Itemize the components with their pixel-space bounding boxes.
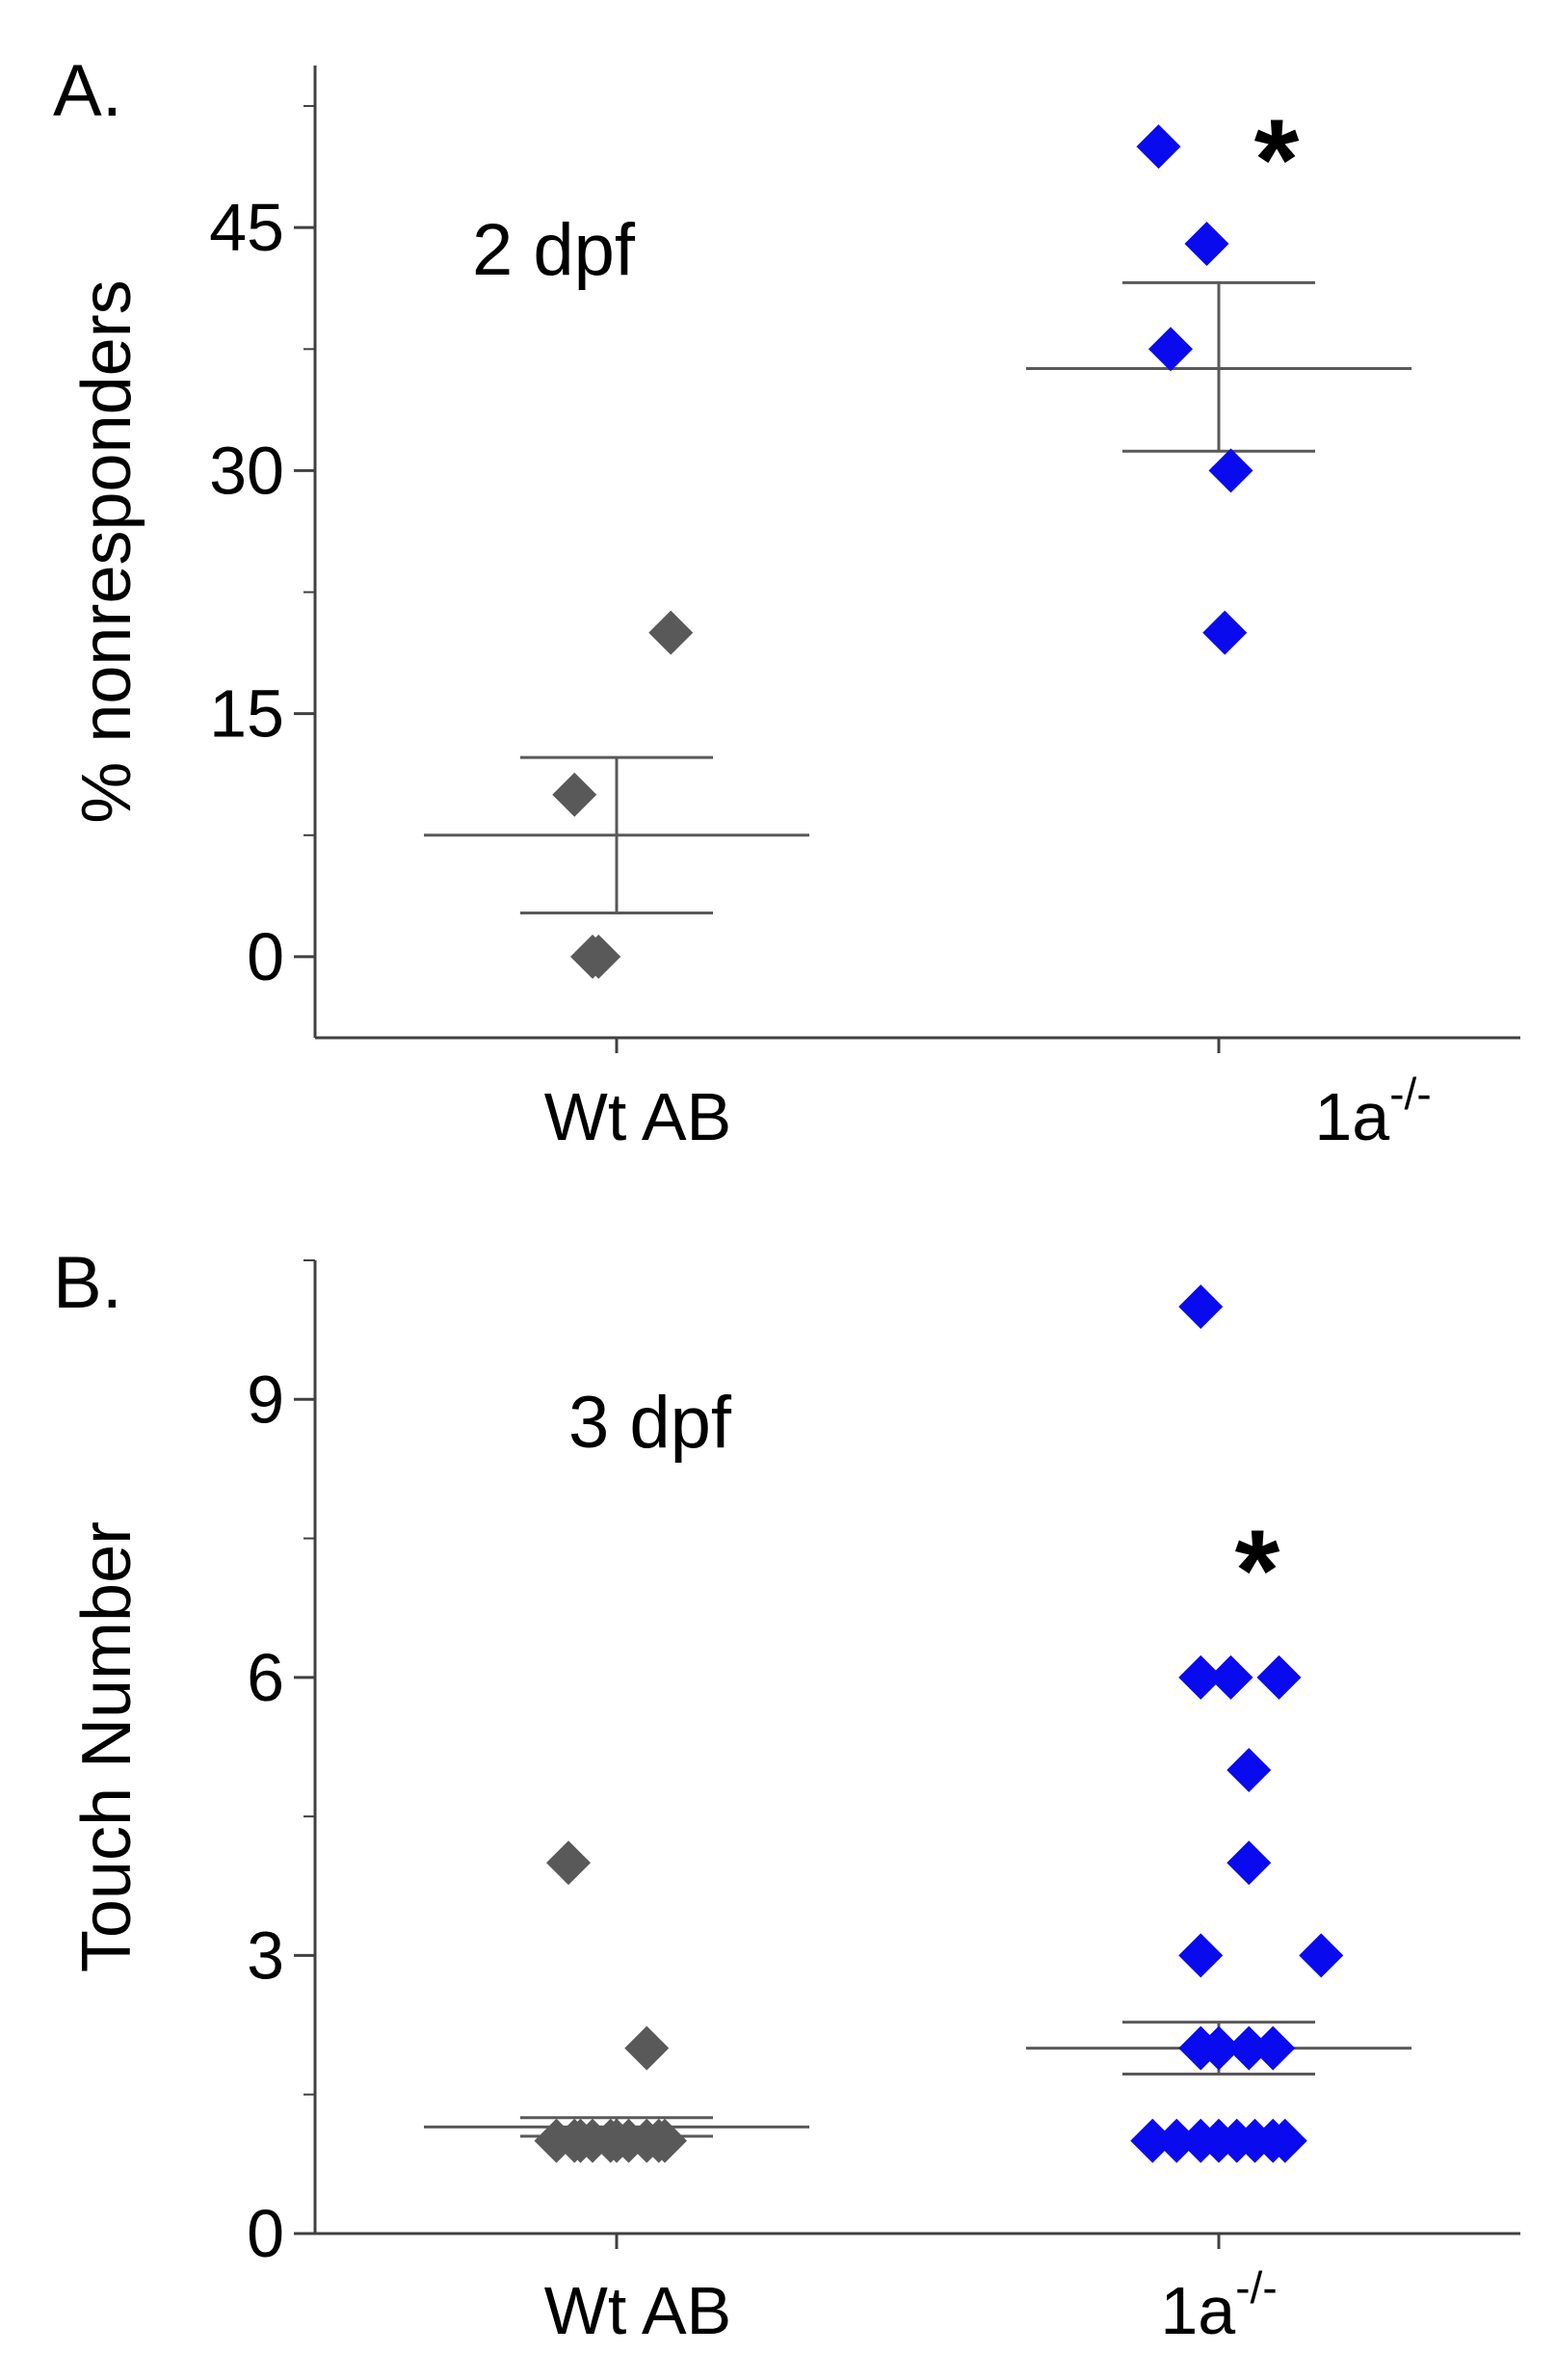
y-tick-label: 0 <box>247 919 284 994</box>
y-axis-label: Touch Number <box>68 1521 145 1972</box>
data-point <box>624 2025 670 2071</box>
data-point <box>1208 1654 1253 1700</box>
x-category-label: 1a-/- <box>1314 1069 1431 1154</box>
data-point <box>648 610 694 655</box>
significance-marker: * <box>1235 1506 1280 1635</box>
age-annotation: 3 dpf <box>568 1382 732 1464</box>
y-tick-label: 45 <box>209 190 284 265</box>
data-point <box>1136 124 1181 170</box>
data-point <box>558 2118 603 2163</box>
data-point <box>594 2118 639 2163</box>
data-point <box>1299 1933 1344 1978</box>
data-point <box>1178 1933 1224 1978</box>
data-point <box>1197 2025 1241 2071</box>
data-point <box>1178 1284 1224 1330</box>
x-category-label: Wt AB <box>544 2273 731 2348</box>
y-tick-label: 6 <box>247 1640 284 1715</box>
y-tick-label: 3 <box>247 1917 284 1993</box>
data-point <box>1251 2025 1296 2071</box>
data-point <box>1178 1654 1224 1700</box>
data-point <box>1256 1654 1302 1700</box>
y-tick-label: 15 <box>209 676 284 752</box>
y-tick-label: 0 <box>247 2196 284 2271</box>
series-wt-ab <box>424 1840 809 2163</box>
data-point <box>1148 327 1193 372</box>
series-wt-ab <box>424 610 809 979</box>
x-category-label: 1a-/- <box>1160 2262 1277 2348</box>
y-tick-label: 30 <box>209 433 284 508</box>
series-1a-mutant <box>1026 1284 1411 2163</box>
data-point <box>1262 2118 1307 2163</box>
data-point <box>636 2118 681 2163</box>
panel-label: A. <box>53 50 122 132</box>
data-point <box>1130 2118 1175 2163</box>
age-annotation: 2 dpf <box>472 209 636 291</box>
data-point <box>1184 221 1229 266</box>
data-point <box>1226 1748 1272 1793</box>
data-point <box>552 772 597 817</box>
data-point <box>576 934 621 979</box>
data-point <box>546 1840 591 1886</box>
series-1a-mutant <box>1026 124 1411 655</box>
data-point <box>1226 1840 1272 1886</box>
data-point <box>1202 610 1248 655</box>
panel-a: A. 2 dpf 0 15 30 45 Wt AB 1a-/- % nonresponders * <box>53 50 1520 1154</box>
panel-label: B. <box>53 1242 122 1324</box>
data-point <box>1226 2025 1272 2071</box>
panel-b: B. 3 dpf 0 3 6 9 Wt AB 1a-/- Touch Number * <box>53 1242 1520 2348</box>
data-point <box>1208 448 1253 493</box>
significance-marker: * <box>1254 95 1300 225</box>
y-tick-label: 9 <box>247 1362 284 1437</box>
data-point <box>1154 2118 1200 2163</box>
y-axis-label: % nonresponders <box>68 279 145 823</box>
x-category-label: Wt AB <box>544 1079 731 1154</box>
